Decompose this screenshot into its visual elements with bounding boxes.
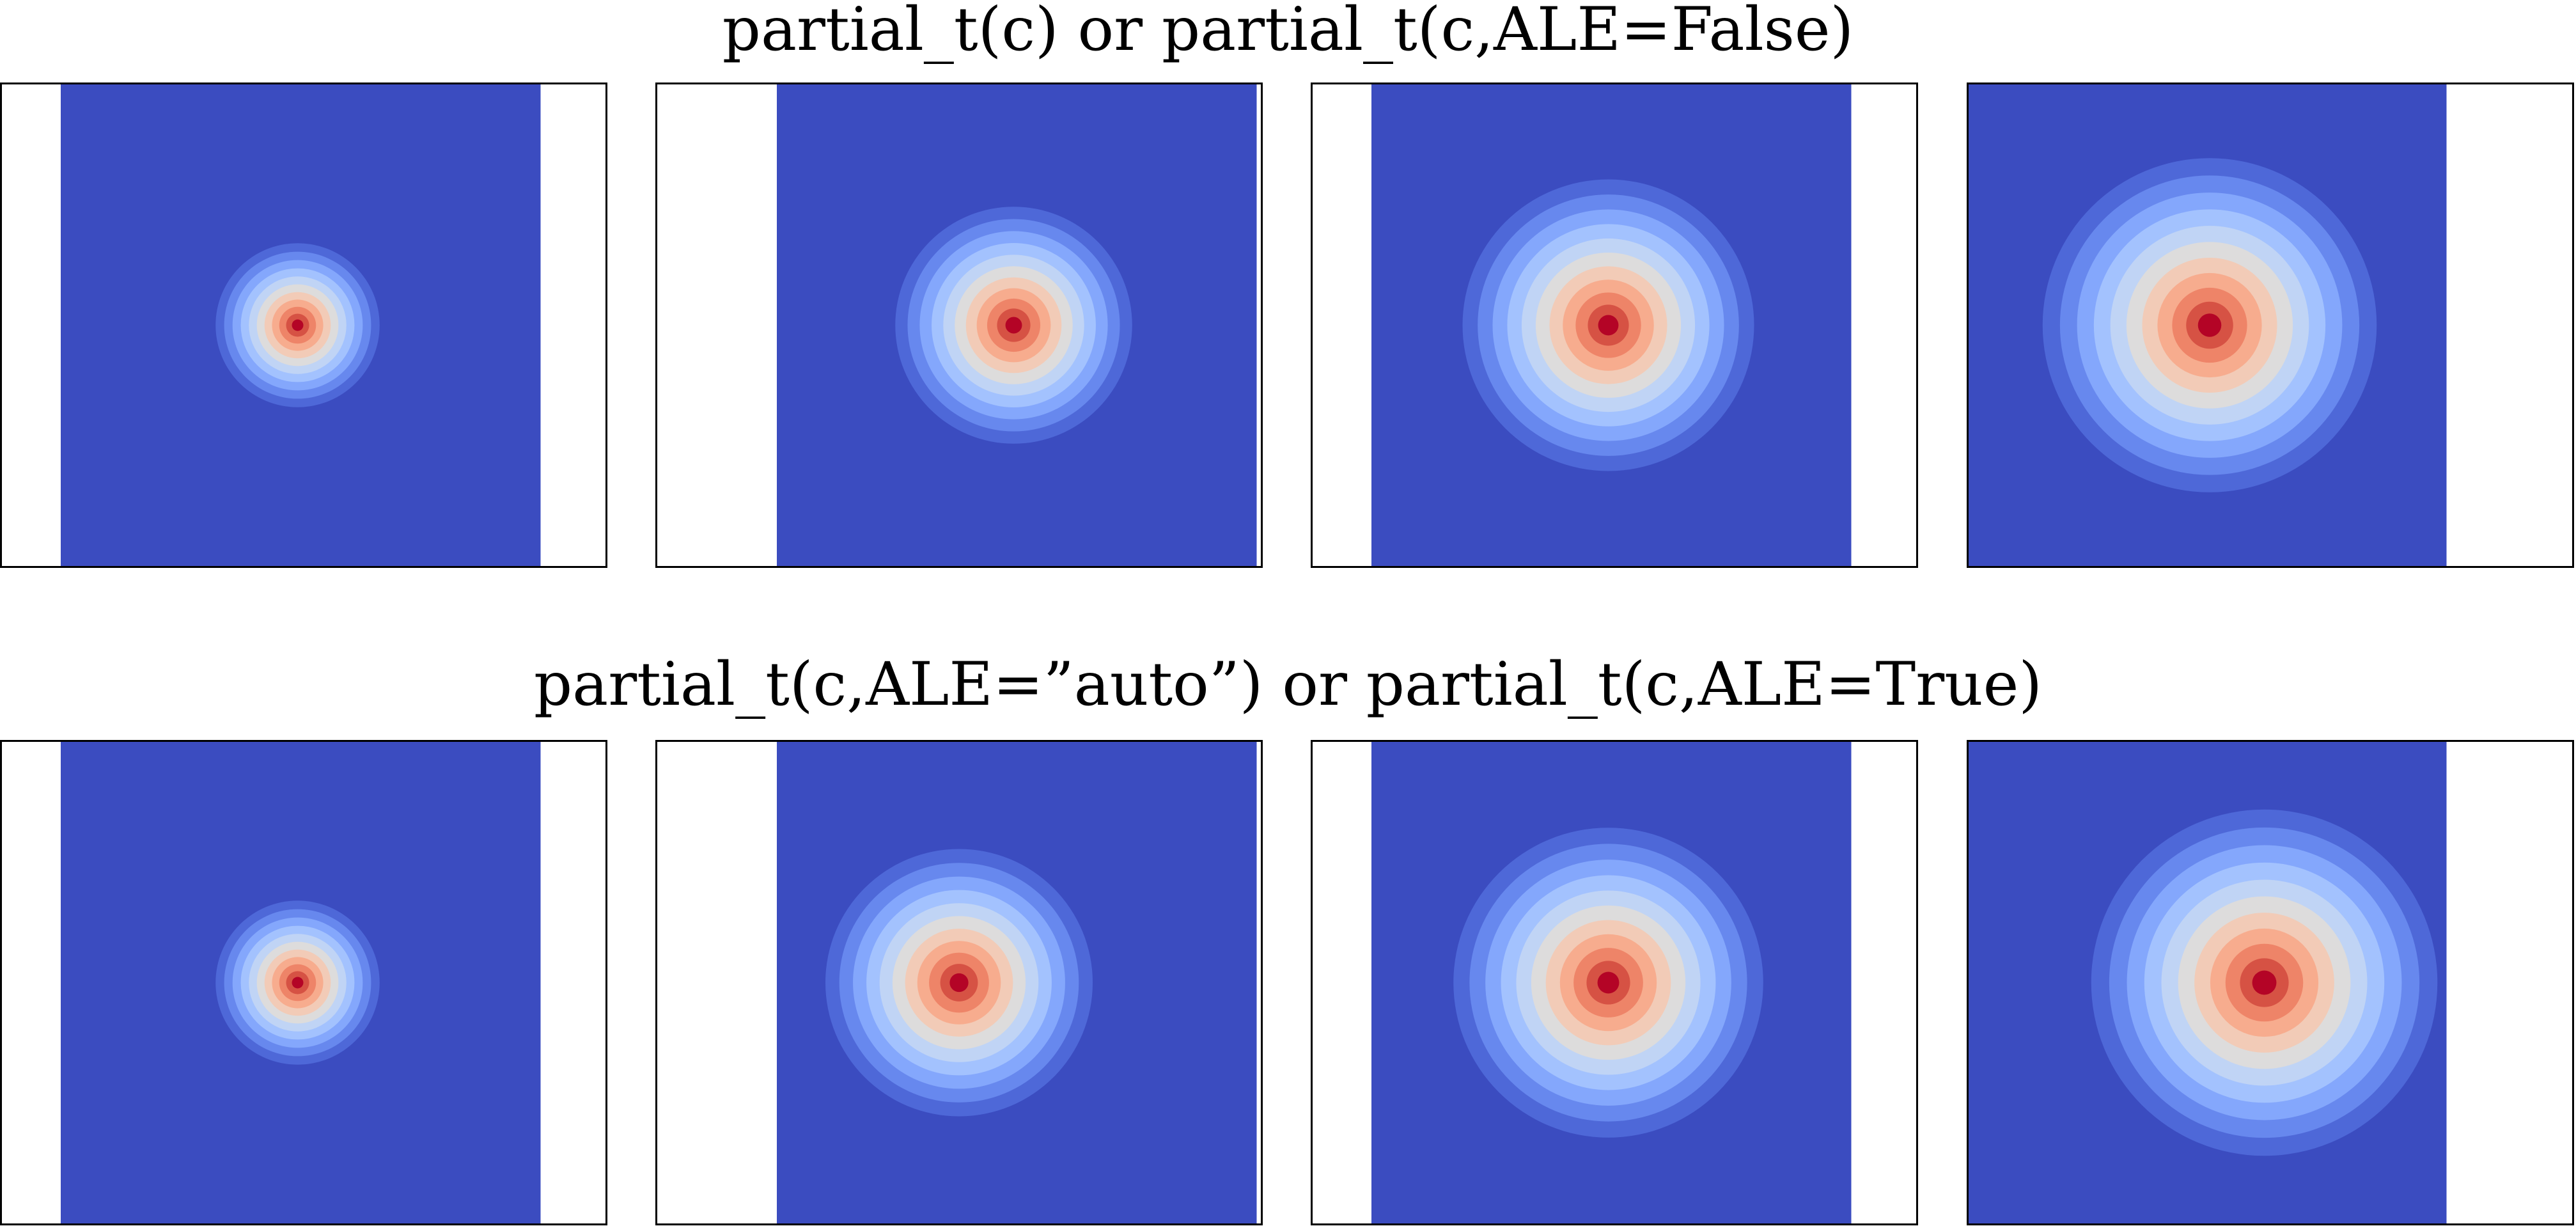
- panel-frame: [1967, 83, 2574, 568]
- panel-frame: [1311, 83, 1918, 568]
- contour-level-11: [292, 319, 304, 331]
- row-title-top: partial_t(c) or partial_t(c,ALE=False): [722, 0, 1854, 65]
- contour-level-11: [292, 977, 304, 989]
- contour-panel-r2-c1: [0, 740, 607, 1225]
- contour-panel-r1-c2: [655, 83, 1263, 568]
- contour-level-11: [1597, 971, 1620, 994]
- contour-panel-r1-c4: [1967, 83, 2574, 568]
- contour-level-11: [949, 973, 969, 993]
- panel-frame: [1967, 740, 2574, 1225]
- panel-frame: [1311, 740, 1918, 1225]
- contour-panel-r1-c3: [1311, 83, 1918, 568]
- contour-panel-r2-c3: [1311, 740, 1918, 1225]
- outside-domain: [2446, 740, 2574, 1225]
- panel-frame: [0, 740, 607, 1225]
- contour-level-11: [2197, 313, 2222, 337]
- panel-frame: [655, 83, 1263, 568]
- contour-panel-r2-c2: [655, 740, 1263, 1225]
- panel-frame: [0, 83, 607, 568]
- contour-panel-r1-c1: [0, 83, 607, 568]
- contour-level-11: [1005, 317, 1022, 334]
- contour-panel-r2-c4: [1967, 740, 2574, 1225]
- row-title-bottom: partial_t(c,ALE=”auto”) or partial_t(c,A…: [534, 650, 2042, 719]
- panel-frame: [655, 740, 1263, 1225]
- contour-level-11: [1598, 315, 1619, 336]
- contour-level-11: [2252, 970, 2277, 995]
